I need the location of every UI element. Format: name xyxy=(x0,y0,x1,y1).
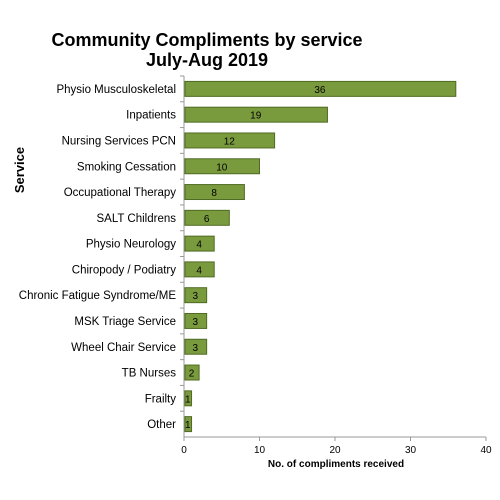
bar xyxy=(184,261,215,278)
bar-value-label: 1 xyxy=(185,394,191,405)
bar-value-label: 36 xyxy=(314,85,326,96)
bar xyxy=(184,80,457,97)
bar xyxy=(184,132,276,149)
category-label: Physio Musculoskeletal xyxy=(56,84,176,96)
bar-value-label: 4 xyxy=(196,265,202,276)
bar xyxy=(184,235,215,252)
category-label: Other xyxy=(147,419,176,431)
bar-value-label: 3 xyxy=(193,343,199,354)
category-label: MSK Triage Service xyxy=(74,316,176,328)
category-label: Physio Neurology xyxy=(86,239,176,251)
bar-value-label: 4 xyxy=(196,240,202,251)
bar xyxy=(184,158,260,175)
category-label: Chronic Fatigue Syndrome/ME xyxy=(19,290,177,302)
x-tick-label: 10 xyxy=(254,445,266,456)
category-label: Chiropody / Podiatry xyxy=(72,264,176,276)
category-label: Smoking Cessation xyxy=(77,161,176,173)
category-label: Occupational Therapy xyxy=(64,187,177,199)
bar xyxy=(184,287,208,304)
bar xyxy=(184,184,245,201)
category-label: Frailty xyxy=(145,393,177,405)
bar xyxy=(184,416,193,433)
bar xyxy=(184,209,230,226)
bar xyxy=(184,338,208,355)
category-label: Nursing Services PCN xyxy=(62,135,176,147)
x-axis-title: No. of compliments received xyxy=(268,459,404,470)
bar-value-label: 6 xyxy=(204,214,210,225)
chart-title-line-2: July-Aug 2019 xyxy=(146,50,268,70)
bar-value-label: 3 xyxy=(193,291,199,302)
bar xyxy=(184,106,328,123)
bar-value-label: 3 xyxy=(193,317,199,328)
bar xyxy=(184,312,208,329)
x-tick-label: 20 xyxy=(329,445,341,456)
x-tick-label: 40 xyxy=(480,445,492,456)
y-axis-title: Service xyxy=(12,147,27,193)
x-tick-label: 30 xyxy=(405,445,417,456)
bar xyxy=(184,390,193,407)
bar-value-label: 12 xyxy=(224,136,236,147)
bar-value-label: 19 xyxy=(250,111,262,122)
bar xyxy=(184,364,200,381)
chart-title-line-1: Community Compliments by service xyxy=(51,30,362,50)
category-label: Inpatients xyxy=(126,110,176,122)
x-tick-label: 0 xyxy=(181,445,187,456)
bar-value-label: 2 xyxy=(189,369,195,380)
bar-value-label: 10 xyxy=(216,162,228,173)
category-label: TB Nurses xyxy=(122,368,177,380)
category-label: SALT Childrens xyxy=(97,213,177,225)
bar-value-label: 1 xyxy=(185,420,191,431)
bar-value-label: 8 xyxy=(211,188,217,199)
category-label: Wheel Chair Service xyxy=(71,342,176,354)
